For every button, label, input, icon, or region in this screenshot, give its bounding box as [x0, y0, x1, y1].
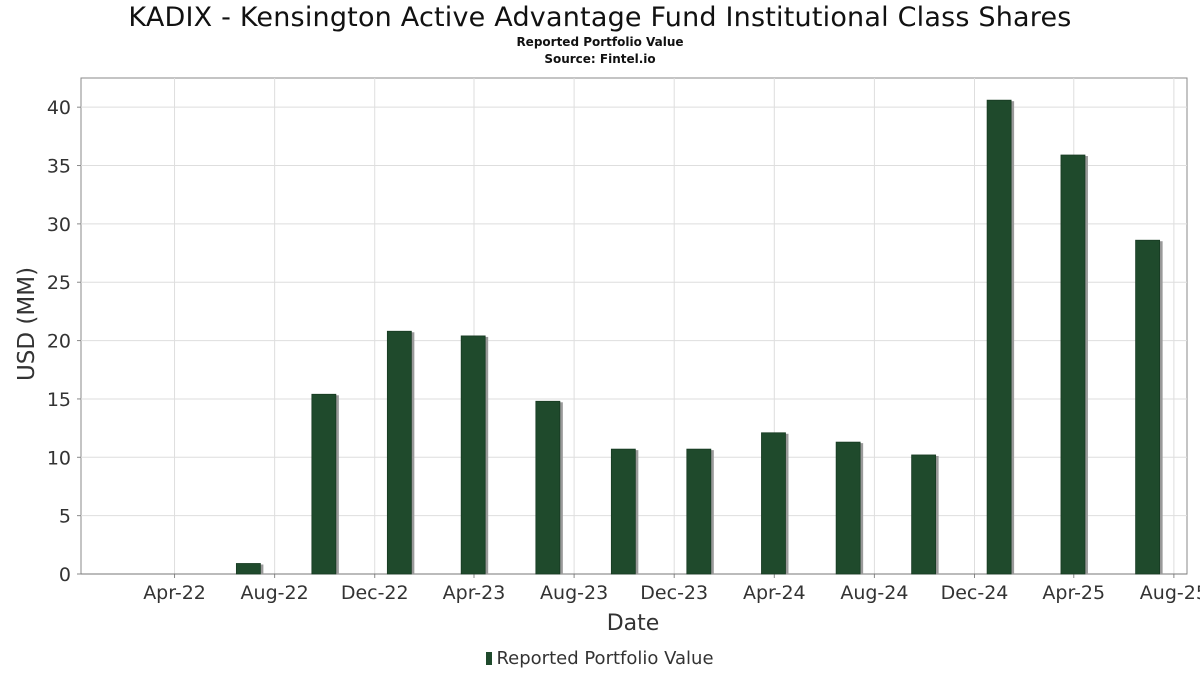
bar — [235, 563, 261, 575]
chart-source: Source: Fintel.io — [544, 52, 656, 66]
bar — [311, 393, 337, 575]
bar — [1135, 239, 1161, 575]
bar — [460, 335, 486, 575]
y-tick-label: 40 — [47, 97, 71, 119]
y-tick-label: 0 — [59, 564, 71, 586]
x-tick-label: Aug-25 — [1140, 582, 1200, 604]
bar — [986, 99, 1012, 575]
bar — [610, 448, 636, 575]
legend-swatch — [486, 652, 493, 665]
bar — [761, 432, 786, 575]
x-tick-label: Dec-24 — [941, 582, 1009, 604]
y-axis-title: USD (MM) — [14, 267, 40, 381]
legend: Reported Portfolio Value — [0, 648, 1200, 669]
x-tick-label: Apr-22 — [143, 582, 206, 604]
y-tick-label: 20 — [47, 331, 71, 353]
y-tick-label: 10 — [47, 447, 71, 469]
x-tick-label: Aug-24 — [840, 582, 908, 604]
bar — [535, 400, 561, 575]
y-tick-label: 15 — [47, 389, 71, 411]
y-tick-label: 25 — [47, 272, 71, 294]
y-tick-label: 5 — [59, 506, 71, 528]
x-tick-label: Apr-23 — [443, 582, 506, 604]
bar — [1060, 154, 1086, 575]
y-tick-label: 30 — [47, 214, 71, 236]
bar — [911, 454, 937, 575]
x-tick-label: Dec-23 — [640, 582, 708, 604]
bar — [686, 448, 712, 575]
x-tick-label: Dec-22 — [341, 582, 409, 604]
legend-label: Reported Portfolio Value — [496, 648, 714, 669]
chart-title: KADIX - Kensington Active Advantage Fund… — [128, 2, 1072, 33]
x-tick-label: Aug-23 — [540, 582, 608, 604]
bar — [386, 330, 412, 575]
y-tick-label: 35 — [47, 156, 71, 178]
chart-subtitle: Reported Portfolio Value — [516, 35, 684, 49]
x-tick-label: Apr-25 — [1042, 582, 1105, 604]
x-axis-title: Date — [607, 611, 660, 636]
bar — [835, 441, 861, 575]
x-tick-label: Aug-22 — [241, 582, 309, 604]
x-tick-label: Apr-24 — [743, 582, 806, 604]
